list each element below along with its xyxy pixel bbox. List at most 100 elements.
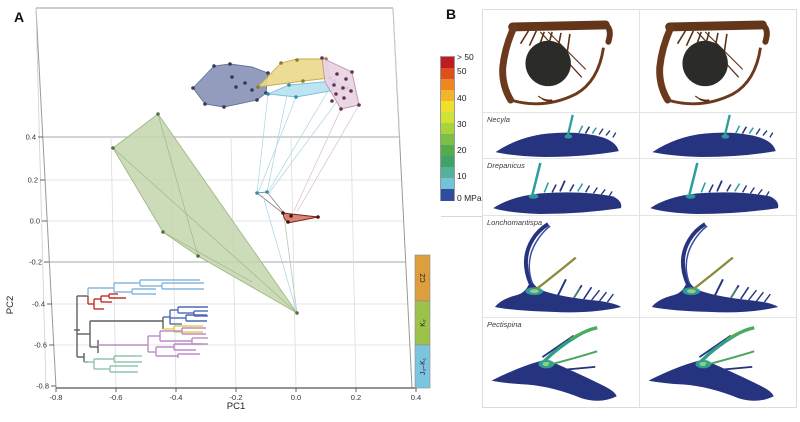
specimen-cell-pectispina-right	[640, 318, 796, 407]
colorbar-segment	[441, 189, 454, 201]
foreleg-image-right	[640, 10, 796, 112]
colorbar-segment	[441, 68, 454, 80]
gridline	[290, 136, 297, 389]
colorbar-segment	[441, 178, 454, 190]
gridline	[110, 136, 117, 389]
gridline	[350, 136, 357, 389]
colorbar-label: 0 MPa	[457, 192, 482, 203]
legend-divider	[441, 216, 482, 217]
row-lonchomantispa: Lonchomantispa	[483, 216, 796, 318]
x-tick-label: 0.4	[411, 393, 421, 402]
y-tick-label: 0.0	[30, 217, 40, 226]
strat-segment	[414, 344, 431, 389]
colorbar-label: 10	[457, 170, 467, 181]
phylo-connector	[293, 108, 342, 212]
specimen-cell-pectispina-left	[483, 318, 640, 407]
y-tick-label: 0.4	[26, 133, 36, 142]
point-slate-blue-cluster	[228, 62, 232, 66]
phylo-connector	[283, 215, 298, 314]
point-slate-blue-cluster	[250, 88, 254, 92]
phylo-connector	[256, 93, 269, 194]
colorbar-label: 40	[457, 92, 467, 103]
colorbar-label: 50	[457, 65, 467, 76]
point-pink-cluster	[335, 72, 339, 76]
point-red-cluster	[286, 220, 290, 224]
point-pink-cluster	[330, 99, 334, 103]
point-teal-nodes	[255, 191, 259, 195]
phylo-connector	[267, 80, 335, 193]
point-green-cluster	[196, 254, 200, 258]
colorbar-segment	[441, 123, 454, 135]
point-red-cluster	[289, 214, 293, 218]
taxon-label-necyla: Necyla	[487, 115, 510, 124]
colorbar-label: > 50	[457, 51, 474, 62]
hull-pink-cluster	[321, 57, 360, 110]
point-slate-blue-cluster	[222, 105, 226, 109]
point-green-cluster	[111, 146, 115, 150]
taxon-label-drepanicus: Drepanicus	[487, 161, 525, 170]
pca-morphospace-plot: CZ K₂ J₃–K₁ -0.8 -0.6 -0.4 -0.2 0.0 0.2 0.4 0.4 0.2…	[5, 7, 431, 412]
y-tick-label: -0.2	[29, 258, 42, 267]
frame-line	[392, 7, 401, 142]
point-pink-cluster	[332, 83, 336, 87]
specimen-cell-foreleg-right	[640, 10, 796, 112]
specimen-cell-drepanicus-left	[483, 159, 640, 215]
phylo-connector	[296, 104, 360, 213]
necyla-image-right	[651, 113, 777, 158]
point-cyan-cluster	[266, 92, 270, 96]
specimen-cell-lonchomantispa-right	[640, 216, 796, 317]
pectispina-image-left	[489, 326, 619, 403]
x-tick-label: -0.8	[50, 393, 63, 402]
panel-a-label: A	[14, 9, 24, 25]
hull-green-cluster	[112, 113, 298, 314]
y-tick-label: -0.8	[36, 382, 49, 391]
row-foreleg	[483, 10, 796, 113]
point-slate-blue-cluster	[255, 98, 259, 102]
pectispina-image-right	[646, 326, 776, 403]
point-green-cluster	[156, 112, 160, 116]
y-axis-title: PC2	[5, 296, 16, 314]
point-yellow-cluster	[256, 85, 260, 89]
point-red-cluster	[316, 215, 320, 219]
point-pink-cluster	[334, 92, 338, 96]
point-cyan-cluster	[294, 95, 298, 99]
stress-colorbar	[440, 56, 455, 201]
colorbar-segment	[441, 156, 454, 168]
fea-panel: B > 50 50 40 30 20 10 0 MPa	[440, 0, 800, 422]
y-tick-label: 0.2	[28, 176, 38, 185]
phylo-connector	[268, 87, 348, 194]
colorbar-label: 20	[457, 144, 467, 155]
foreleg-image-left	[483, 10, 639, 112]
frame-line	[35, 7, 47, 389]
point-green-cluster	[295, 311, 299, 315]
point-pink-cluster	[320, 56, 324, 60]
point-slate-blue-cluster	[230, 75, 234, 79]
specimen-cell-drepanicus-right	[640, 159, 796, 215]
point-slate-blue-cluster	[203, 102, 207, 106]
specimen-cell-foreleg-left	[483, 10, 640, 112]
lonchomantispa-image-right	[649, 222, 781, 315]
point-red-cluster	[281, 211, 285, 215]
strat-label: J₃–K₁	[420, 357, 427, 375]
y-tick-label: -0.6	[34, 341, 47, 350]
point-yellow-cluster	[295, 58, 299, 62]
x-tick-label: 0.0	[291, 393, 301, 402]
lonchomantispa-image-left	[492, 222, 624, 315]
point-pink-cluster	[349, 89, 353, 93]
hull-inner-green-cluster	[112, 147, 298, 314]
point-pink-cluster	[350, 70, 354, 74]
taxon-label-lonchomantispa: Lonchomantispa	[487, 218, 543, 227]
colorbar-segment	[441, 79, 454, 91]
point-pink-cluster	[342, 96, 346, 100]
row-pectispina: Pectispina	[483, 318, 796, 407]
phylo-connector	[266, 84, 290, 193]
point-yellow-cluster	[279, 61, 283, 65]
strat-label: CZ	[420, 273, 427, 283]
phylo-connector	[256, 192, 285, 215]
specimen-grid: Necyla Drepanicus Lonchomantispa	[482, 9, 797, 408]
point-yellow-cluster	[301, 79, 305, 83]
specimen-cell-necyla-left	[483, 113, 640, 158]
frame-line	[35, 7, 57, 389]
taxon-label-pectispina: Pectispina	[487, 320, 522, 329]
